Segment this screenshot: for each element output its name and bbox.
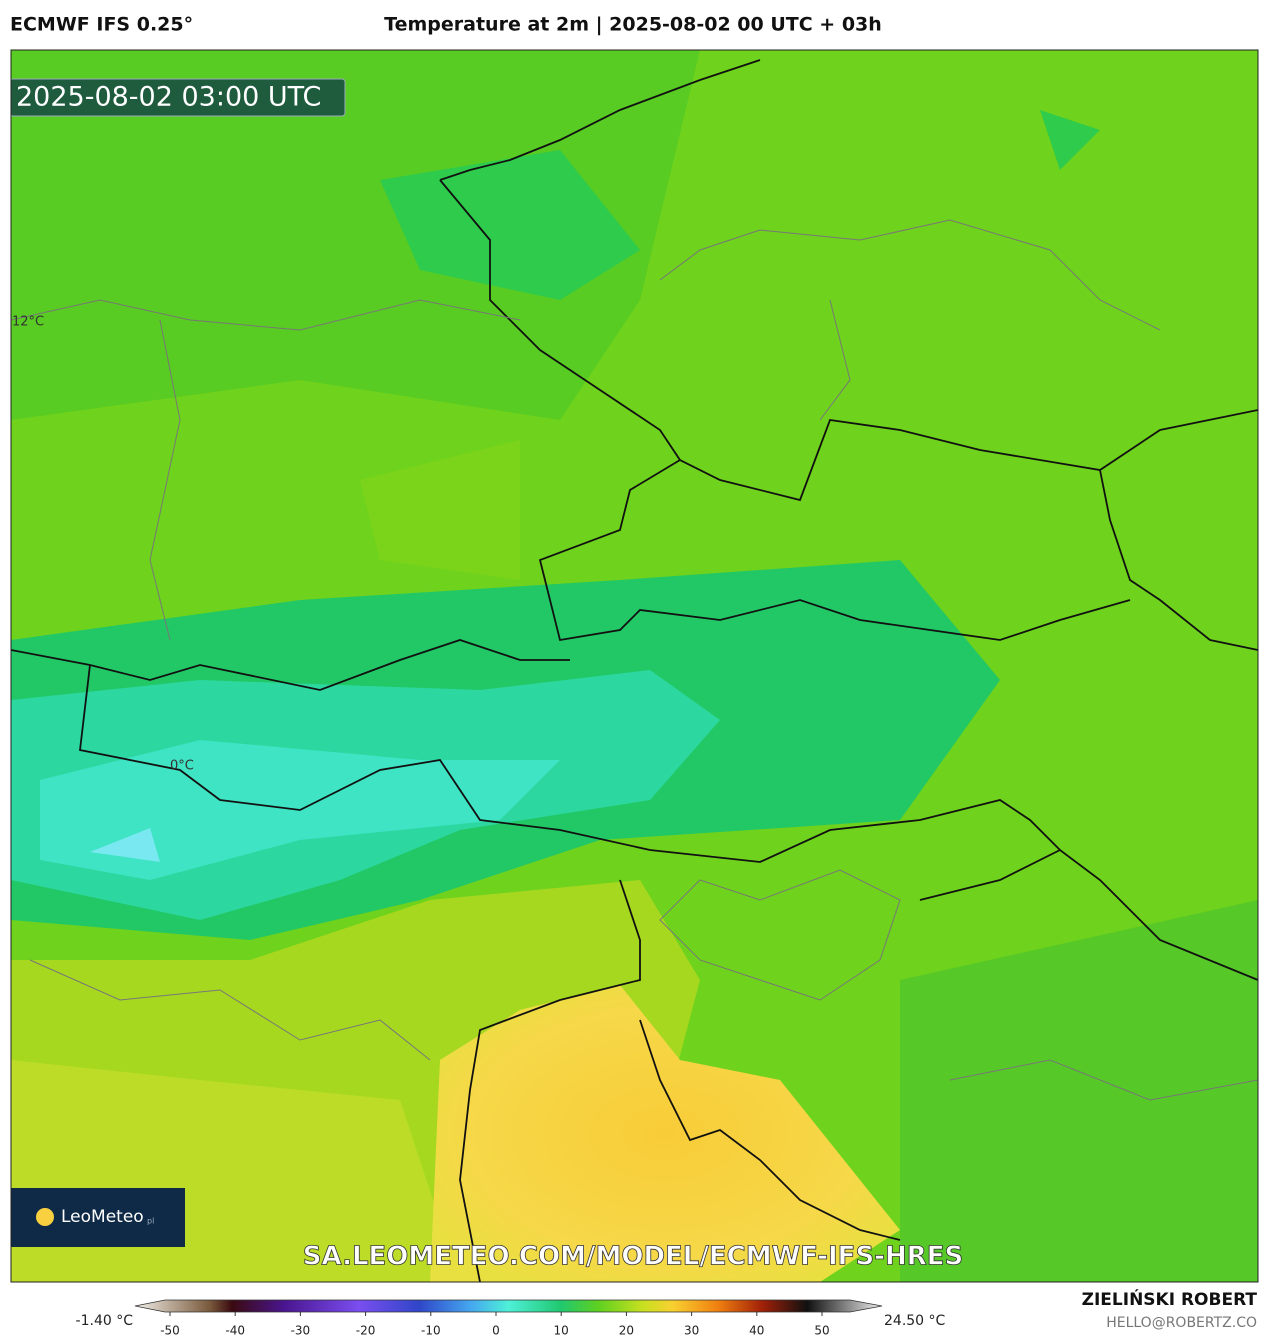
- colorbar-tick-label: -10: [421, 1324, 441, 1338]
- colorbar-tick-label: -30: [291, 1324, 311, 1338]
- logo-suffix: pl: [147, 1217, 154, 1226]
- temp-field: [1040, 110, 1100, 170]
- colorbar-ramp: [134, 1299, 883, 1313]
- temp-field: [380, 150, 640, 300]
- temp-field: [900, 900, 1258, 1282]
- map-frame: [10, 49, 1259, 1283]
- watermark: SA.LEOMETEO.COM/MODEL/ECMWF-IFS-HRES: [303, 1242, 963, 1272]
- contour-label: 12°C: [12, 315, 44, 330]
- colorbar-max: 24.50 °C: [884, 1313, 946, 1329]
- author: ZIELIŃSKI ROBERT: [1082, 1288, 1258, 1310]
- borders: [11, 59, 1258, 1282]
- temp-field: [430, 985, 900, 1282]
- colorbar: -50 -40 -30 -20 -10 0 10 20 30 40 50: [134, 1299, 883, 1338]
- logo-text: LeoMeteo: [61, 1207, 144, 1227]
- contour-label: 0°C: [170, 759, 194, 774]
- colorbar-tick-label: 30: [684, 1324, 699, 1338]
- colorbar-tick-label: -50: [160, 1324, 180, 1338]
- colorbar-tick-label: 40: [749, 1324, 764, 1338]
- timestamp-box: [11, 78, 346, 117]
- colorbar-tick-label: -40: [225, 1324, 245, 1338]
- model-name: ECMWF IFS 0.25°: [10, 14, 193, 36]
- temp-field: [90, 828, 160, 862]
- colorbar-tick-label: 20: [619, 1324, 634, 1338]
- email: HELLO@ROBERTZ.CO: [1106, 1315, 1257, 1331]
- colorbar-min: -1.40 °C: [76, 1313, 134, 1329]
- map: 12°C 0°C 2025-08-02 03:00 UTC LeoMeteo p…: [11, 50, 1258, 1282]
- colorbar-tick-label: 10: [554, 1324, 569, 1338]
- colorbar-tick-label: 0: [492, 1324, 500, 1338]
- timestamp: 2025-08-02 03:00 UTC: [16, 82, 321, 113]
- map-title: Temperature at 2m | 2025-08-02 00 UTC + …: [384, 14, 882, 36]
- colorbar-tick-label: 50: [814, 1324, 829, 1338]
- colorbar-tick-label: -20: [356, 1324, 376, 1338]
- regional-borders: [11, 219, 1258, 1101]
- temp-field: [11, 50, 700, 420]
- temp-field: [360, 440, 520, 580]
- logo-sun: [36, 1208, 54, 1226]
